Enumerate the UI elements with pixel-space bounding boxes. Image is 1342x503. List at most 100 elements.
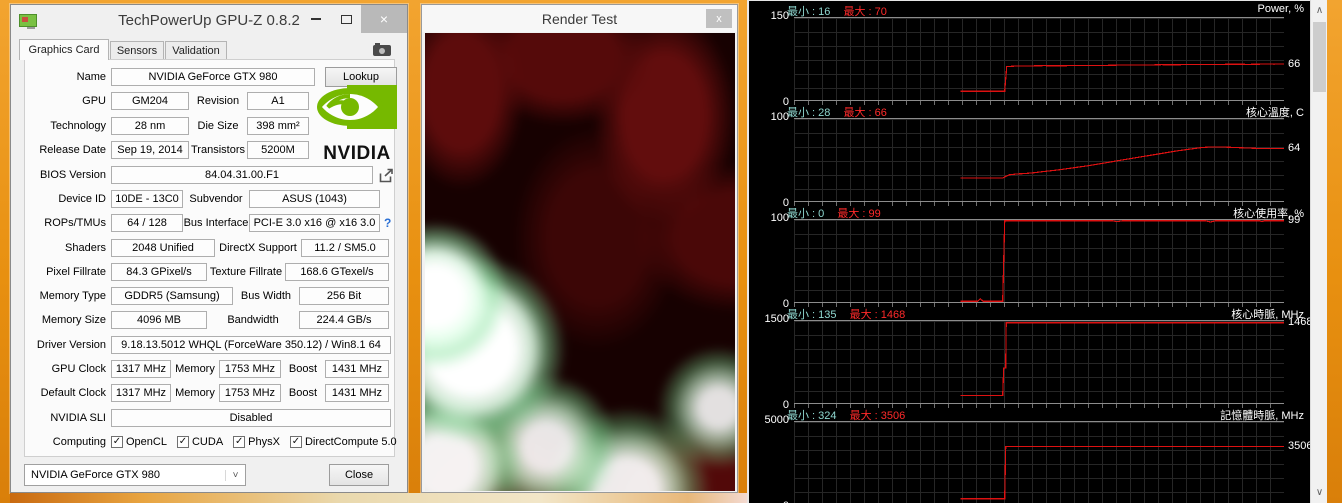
y-axis-bottom-tick: 0 <box>782 298 789 310</box>
sensor-chart-core-temperature: 最小 : 28 最大 : 66 核心溫度, C 100 0 64 <box>749 102 1310 209</box>
chart-current-value: 99 <box>1288 213 1301 226</box>
default-clock-value: 1317 MHz <box>111 384 171 402</box>
gpu-clock-value: 1317 MHz <box>111 360 171 378</box>
chart-min-label: 最小 : 0 <box>787 208 825 220</box>
device-id-label: Device ID <box>58 193 106 205</box>
memory-size-value: 4096 MB <box>111 311 207 329</box>
scrollbar-thumb[interactable] <box>1313 22 1326 92</box>
scrollbar-down-arrow[interactable]: ∨ <box>1315 487 1324 498</box>
field-row-technology: Technology 28 nm Die Size 398 mm² <box>35 117 401 135</box>
y-axis-top-tick: 1500 <box>764 313 789 325</box>
y-axis-top-tick: 150 <box>770 10 789 22</box>
field-row-memory-size: Memory Size 4096 MB Bandwidth 224.4 GB/s <box>35 311 401 329</box>
driver-version-value: 9.18.13.5012 WHQL (ForceWare 350.12) / W… <box>111 336 391 354</box>
chart-plot-area <box>794 118 1284 206</box>
tab-graphics-card[interactable]: Graphics Card <box>19 39 109 60</box>
bios-share-button[interactable] <box>377 167 395 183</box>
field-row-pixel-fillrate: Pixel Fillrate 84.3 GPixel/s Texture Fil… <box>35 263 401 281</box>
chart-min-label: 最小 : 324 <box>787 410 837 422</box>
gpuz-app-icon <box>19 13 37 29</box>
boost-clock-value: 1431 MHz <box>325 360 389 378</box>
close-icon: × <box>379 11 389 27</box>
bios-label: BIOS Version <box>39 169 106 181</box>
y-axis-top-tick: 100 <box>770 212 789 224</box>
chart-max-label: 最大 : 66 <box>843 107 887 119</box>
vertical-scrollbar[interactable]: ∧ ∨ <box>1310 0 1327 503</box>
checkbox-physx[interactable]: ✓ PhysX <box>233 436 280 448</box>
field-row-device-id: Device ID 10DE - 13C0 Subvendor ASUS (10… <box>35 190 401 208</box>
gpu-select-dropdown[interactable]: NVIDIA GeForce GTX 980 ˅ <box>24 464 246 486</box>
revision-label: Revision <box>196 95 240 107</box>
maximize-button[interactable] <box>331 5 361 33</box>
lookup-button[interactable]: Lookup <box>325 67 397 87</box>
chart-max-label: 最大 : 70 <box>843 6 887 18</box>
memory-type-label: Memory Type <box>39 290 106 302</box>
render-test-close-button[interactable]: x <box>706 9 732 28</box>
bus-interface-help-button[interactable]: ? <box>384 216 392 230</box>
scrollbar-up-arrow[interactable]: ∧ <box>1315 5 1324 16</box>
tab-sensors[interactable]: Sensors <box>110 41 164 60</box>
nvidia-wordmark: NVIDIA <box>323 143 391 164</box>
field-row-rops: ROPs/TMUs 64 / 128 Bus Interface PCI-E 3… <box>35 214 401 232</box>
default-memory-clock-label: Memory <box>175 387 215 399</box>
subvendor-label: Subvendor <box>189 193 243 205</box>
close-window-button[interactable]: × <box>361 5 407 33</box>
chart-plot-area <box>794 17 1284 105</box>
field-row-default-clock: Default Clock 1317 MHz Memory 1753 MHz B… <box>35 384 401 402</box>
memory-type-value: GDDR5 (Samsung) <box>111 287 233 305</box>
chart-max-label: 最大 : 1468 <box>849 309 906 321</box>
technology-label: Technology <box>50 120 106 132</box>
camera-icon <box>373 43 391 56</box>
screenshot-button[interactable] <box>369 43 395 58</box>
minimize-button[interactable] <box>301 5 331 33</box>
y-axis-bottom-tick: 0 <box>782 399 789 411</box>
chart-plot-area <box>794 421 1284 503</box>
chevron-down-icon: ˅ <box>225 469 245 481</box>
gpuz-window: TechPowerUp GPU-Z 0.8.2 × Graphics Card … <box>10 4 408 493</box>
bus-width-value: 256 Bit <box>299 287 389 305</box>
y-axis-bottom-tick: 0 <box>782 197 789 209</box>
directx-label: DirectX Support <box>219 242 297 254</box>
tabstrip: Graphics Card Sensors Validation <box>19 39 399 60</box>
field-row-gpu: GPU GM204 Revision A1 <box>35 92 401 110</box>
gpuz-titlebar[interactable]: TechPowerUp GPU-Z 0.8.2 × <box>11 5 407 35</box>
gpu-value: GM204 <box>111 92 189 110</box>
checkbox-opencl[interactable]: ✓ OpenCL <box>111 436 167 448</box>
checkbox-cuda[interactable]: ✓ CUDA <box>176 436 223 448</box>
chart-plot-area <box>794 320 1284 408</box>
checkbox-directcompute[interactable]: ✓ DirectCompute 5.0 <box>289 436 397 448</box>
default-clock-label: Default Clock <box>40 387 106 399</box>
checkbox-label: PhysX <box>248 436 280 448</box>
checkbox-checked-icon: ✓ <box>176 436 189 448</box>
bus-interface-value: PCI-E 3.0 x16 @ x16 3.0 <box>249 214 380 232</box>
chart-title: 核心使用率, % <box>1233 208 1304 220</box>
close-button[interactable]: Close <box>329 464 389 486</box>
maximize-icon <box>340 14 352 24</box>
chart-min-label: 最小 : 16 <box>787 6 831 18</box>
default-memory-clock-value: 1753 MHz <box>219 384 281 402</box>
sensor-chart-power: 最小 : 16 最大 : 70 Power, % 150 0 66 <box>749 1 1310 108</box>
sensor-chart-core-clock: 最小 : 135 最大 : 1468 核心時脈, MHz 1500 0 1468 <box>749 304 1310 411</box>
memory-size-label: Memory Size <box>41 314 106 326</box>
render-test-titlebar[interactable]: Render Test x <box>422 5 737 32</box>
device-id-value: 10DE - 13C0 <box>111 190 183 208</box>
rops-tmus-label: ROPs/TMUs <box>44 217 106 229</box>
chart-current-value: 64 <box>1288 142 1301 155</box>
checkbox-label: OpenCL <box>126 436 167 448</box>
y-axis-bottom-tick: 0 <box>782 96 789 108</box>
chart-title: Power, % <box>1257 3 1304 15</box>
name-label: Name <box>76 71 106 83</box>
close-icon: x <box>716 12 722 25</box>
share-icon <box>379 168 393 182</box>
transistors-value: 5200M <box>247 141 309 159</box>
chart-max-label: 最大 : 3506 <box>849 410 906 422</box>
field-row-sli: NVIDIA SLI Disabled <box>35 409 401 427</box>
chart-max-label: 最大 : 99 <box>837 208 881 220</box>
shaders-value: 2048 Unified <box>111 239 215 257</box>
tab-label: Graphics Card <box>28 44 100 56</box>
transistors-label: Transistors <box>191 144 245 156</box>
gpuz-window-title: TechPowerUp GPU-Z 0.8.2 <box>118 11 300 29</box>
render-test-title: Render Test <box>541 10 618 27</box>
tab-validation[interactable]: Validation <box>165 41 227 60</box>
